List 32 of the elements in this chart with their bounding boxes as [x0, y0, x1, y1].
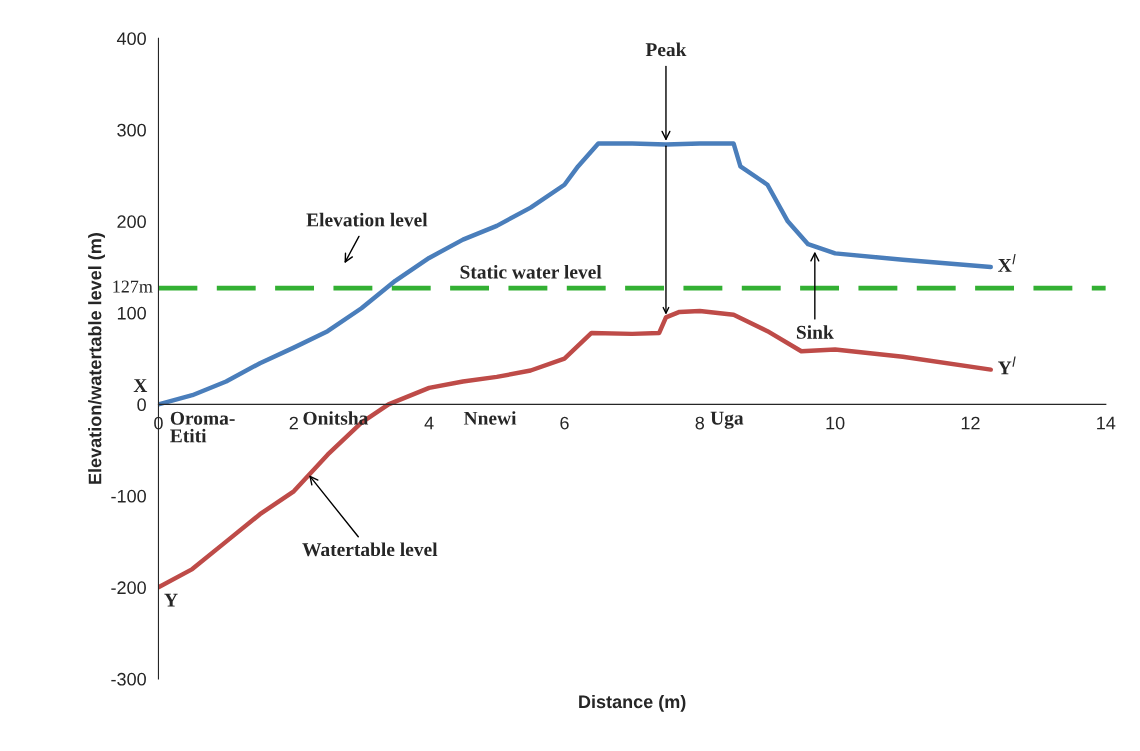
ref-line-label: 127m — [113, 280, 153, 293]
x-tick-label: 8 — [695, 416, 705, 430]
annotation: Uga — [710, 411, 744, 429]
x-tick-label: 6 — [560, 416, 569, 430]
annotation: Watertable level — [302, 542, 438, 557]
annotation: X — [133, 379, 148, 392]
annotation: Oroma- Etiti — [170, 411, 235, 443]
annotation: Static water level — [460, 264, 602, 279]
x-tick-label: 14 — [1097, 416, 1116, 430]
y-tick-label: -300 — [111, 672, 146, 686]
annotation: Elevation level — [306, 212, 428, 227]
line-series — [158, 141, 993, 407]
annotation: Sink — [796, 325, 834, 339]
annotation: Y — [164, 593, 178, 607]
annotation: Y$^{l}$ — [998, 356, 1016, 375]
y-tick-label: 400 — [116, 32, 146, 46]
annotation: Peak — [645, 42, 687, 57]
y-tick-label: 100 — [117, 306, 146, 320]
annotation: Onitsha — [303, 411, 369, 425]
x-tick-label: 10 — [826, 416, 845, 430]
y-tick-label: 300 — [117, 123, 146, 137]
y-tick-label: 200 — [117, 215, 146, 229]
y-axis-title: Elevation/watertable level (m) — [88, 233, 105, 484]
x-tick-label: 12 — [961, 416, 980, 430]
x-axis-title: Distance (m) — [579, 694, 686, 712]
x-tick-label: 4 — [424, 416, 434, 430]
y-tick-label: 0 — [137, 398, 146, 412]
y-tick-label: -100 — [111, 489, 146, 503]
annotation: X$^{l}$ — [998, 254, 1016, 272]
annotation: Nnewi — [463, 411, 517, 425]
y-tick-label: -200 — [111, 581, 146, 595]
x-tick-label: 2 — [289, 416, 298, 430]
